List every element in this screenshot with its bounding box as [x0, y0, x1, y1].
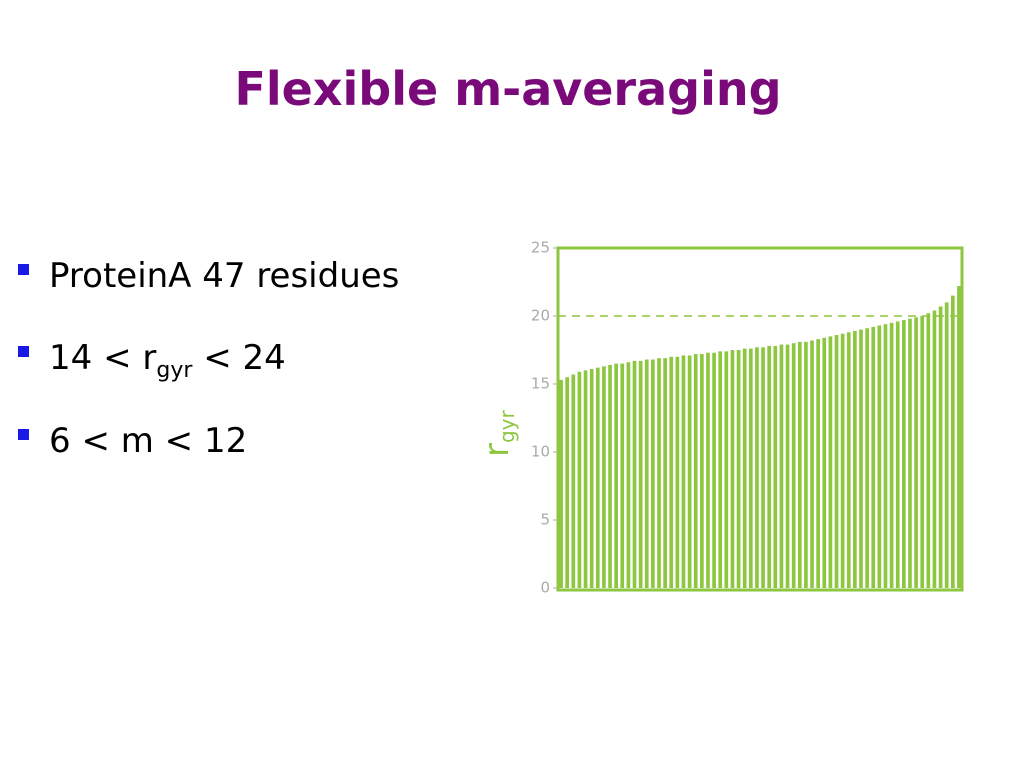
bullet: ProteinA 47 residues — [18, 256, 399, 296]
bar — [614, 363, 618, 588]
bar — [693, 354, 698, 588]
bar — [602, 366, 606, 588]
y-tick-label: 10 — [531, 443, 550, 461]
y-axis-label: rgyr — [477, 409, 519, 457]
bar — [669, 356, 674, 588]
bar — [583, 370, 588, 588]
bar — [663, 358, 667, 588]
bar — [932, 310, 937, 588]
bar — [914, 317, 918, 588]
bar — [871, 326, 876, 588]
bar — [626, 362, 631, 588]
bar — [675, 356, 680, 588]
bar — [644, 359, 649, 588]
bar — [632, 360, 637, 588]
bullet-text: ProteinA 47 residues — [49, 256, 400, 296]
bar — [736, 350, 741, 588]
bar — [822, 337, 827, 588]
bullet: 14 < rgyr < 24 — [18, 338, 286, 383]
y-label-sub: gyr — [495, 409, 519, 443]
bar — [595, 367, 600, 588]
slide-title: Flexible m-averaging — [234, 62, 782, 116]
bar — [902, 320, 906, 588]
bar — [840, 333, 845, 588]
bar — [687, 355, 692, 588]
bar — [865, 328, 869, 588]
bar — [712, 352, 716, 588]
bullet-text: 14 < r — [49, 338, 157, 378]
bar — [761, 347, 765, 588]
bar — [846, 332, 851, 588]
bar — [853, 330, 857, 588]
bar — [638, 360, 643, 588]
bar — [577, 371, 582, 588]
plot-frame — [556, 246, 964, 592]
bar — [718, 351, 723, 588]
bar — [791, 343, 796, 588]
bar — [565, 377, 570, 588]
bar — [804, 341, 808, 588]
bar — [681, 355, 686, 588]
bar — [895, 321, 900, 588]
bullet-text: < 24 — [192, 338, 286, 378]
bar — [938, 306, 943, 588]
bar — [700, 354, 704, 588]
bar — [797, 341, 802, 588]
y-tick-label: 25 — [531, 239, 550, 257]
bar — [608, 364, 612, 588]
bar — [889, 322, 894, 588]
y-tick-label: 5 — [540, 511, 550, 529]
bar — [920, 316, 925, 588]
bar — [767, 345, 772, 588]
bar — [834, 335, 839, 588]
bar — [877, 325, 882, 588]
bullet: 6 < m < 12 — [18, 421, 247, 461]
bar — [816, 339, 820, 588]
bar — [828, 336, 833, 588]
bullet-subscript: gyr — [156, 358, 193, 383]
bar — [755, 347, 759, 588]
y-label-main: r — [477, 443, 517, 457]
bar — [742, 348, 747, 588]
bar — [950, 295, 955, 588]
y-tick-label: 15 — [531, 375, 550, 393]
bar — [730, 350, 735, 588]
bar — [748, 348, 753, 588]
y-tick-label: 0 — [540, 579, 550, 597]
bar — [883, 324, 888, 588]
bar — [810, 340, 814, 588]
y-tick-label: 20 — [531, 307, 550, 325]
bar — [589, 369, 594, 588]
bar — [706, 352, 710, 588]
bar — [571, 374, 576, 588]
bar — [657, 358, 661, 588]
bar — [859, 329, 863, 588]
bar — [785, 344, 790, 588]
bar — [926, 313, 931, 588]
bullet-text: 6 < m < 12 — [49, 421, 248, 461]
bar — [651, 359, 655, 588]
bar — [724, 351, 729, 588]
bar — [779, 344, 784, 588]
bar — [559, 379, 563, 588]
bar — [908, 318, 912, 588]
bar — [773, 345, 778, 588]
bar — [944, 302, 949, 588]
bar — [957, 286, 961, 588]
bar — [620, 363, 625, 588]
